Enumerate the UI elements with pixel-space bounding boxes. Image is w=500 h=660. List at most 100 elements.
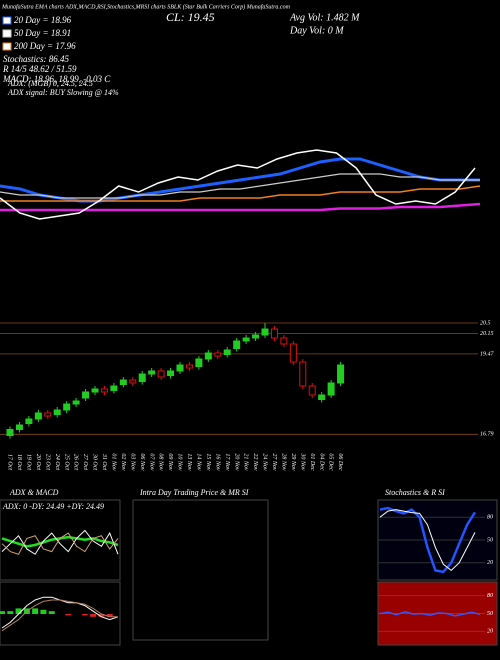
candle-body — [44, 412, 52, 417]
macd-histogram — [48, 611, 55, 614]
x-tick-label: 25 Oct — [63, 454, 69, 470]
long-average-line — [0, 202, 481, 212]
legend-label: 200 Day = 17.96 — [14, 41, 76, 51]
y-tick-label: 50 — [487, 537, 493, 543]
y-tick-label: 80 — [487, 593, 493, 599]
adx-line — [1, 532, 119, 555]
avg-vol: Avg Vol: 1.482 M — [289, 12, 360, 23]
x-tick-label: 07 Nov — [148, 453, 154, 471]
x-tick-label: 13 Nov — [186, 453, 192, 471]
x-tick-label: 31 Oct — [101, 453, 107, 470]
candle-body — [204, 352, 212, 360]
x-tick-label: 23 Oct — [44, 454, 50, 470]
x-tick-label: 04 Dec — [318, 453, 325, 470]
candle-body — [100, 388, 108, 393]
candle-body — [157, 370, 165, 378]
candle-body — [34, 412, 42, 420]
macd-info: MACD: 18.96, 18.99, -0.03 C — [2, 74, 111, 84]
close-info: CL: 19.45 — [166, 10, 215, 24]
candle-body — [327, 382, 335, 396]
panel-title: Intra Day Trading Price & MR SI — [139, 488, 249, 497]
candle-body — [223, 349, 231, 355]
candle-body — [82, 391, 90, 399]
candle-body — [185, 364, 193, 369]
legend-swatch — [2, 42, 12, 51]
candle-body — [63, 403, 71, 411]
candle-body — [252, 334, 260, 339]
x-tick-label: 17 Oct — [7, 454, 13, 470]
candle-body — [299, 361, 307, 387]
x-tick-label: 17 Nov — [224, 453, 230, 471]
y-tick-label: 16.79 — [480, 432, 494, 438]
x-tick-label: 20 Nov — [233, 453, 239, 471]
y-tick-label: 20.15 — [480, 331, 494, 337]
x-tick-label: 14 Nov — [196, 453, 203, 471]
x-tick-label: 22 Nov — [252, 453, 258, 471]
x-tick-label: 27 Nov — [271, 453, 277, 471]
x-tick-label: 27 Oct — [82, 454, 88, 470]
stochastics-line — [379, 506, 477, 574]
x-tick-label: 30 Oct — [92, 453, 98, 470]
adx-subtitle: ADX: 0 -DY: 24.49 +DY: 24.49 — [2, 502, 104, 511]
x-tick-label: 08 Nov — [158, 453, 164, 471]
x-tick-label: 18 Oct — [16, 454, 22, 470]
stochastics-info: Stochastics: 86.45 — [3, 54, 69, 64]
macd-histogram — [7, 611, 14, 614]
y-tick-label: 80 — [487, 515, 493, 521]
candle-body — [308, 385, 316, 396]
candle-body — [15, 424, 23, 430]
header: MunafaSutra EMA charts ADX,MACD,RSI,Stoc… — [1, 3, 291, 10]
candle-body — [176, 364, 184, 372]
panel-title: Stochastics & R SI — [385, 488, 445, 497]
y-tick-label: 20 — [487, 560, 493, 566]
macd-histogram — [15, 608, 22, 614]
candle-body — [6, 429, 14, 436]
x-tick-label: 21 Nov — [243, 453, 249, 471]
candle-body — [148, 370, 156, 375]
adx-line — [1, 529, 119, 555]
legend-swatch — [2, 16, 12, 25]
x-tick-label: 29 Nov — [290, 453, 296, 471]
y-tick-label: 20 — [487, 629, 493, 635]
x-tick-label: 06 Dec — [337, 453, 343, 470]
rsi-line — [379, 610, 481, 617]
candle-body — [270, 328, 278, 339]
x-tick-label: 19 Oct — [26, 454, 32, 470]
candle-body — [91, 388, 99, 393]
candle-body — [233, 340, 241, 349]
ema-line — [0, 185, 481, 202]
x-tick-label: 26 Oct — [73, 454, 79, 470]
macd-histogram — [32, 608, 39, 614]
macd-histogram — [81, 614, 88, 616]
candle-body — [25, 418, 33, 424]
x-tick-label: 03 Nov — [129, 453, 135, 471]
candle-body — [129, 379, 137, 384]
y-tick-label: 19.47 — [480, 350, 495, 357]
adx-info: ADX: (MGB) 0, 24.5, 24.5 — [7, 79, 93, 88]
y-tick-label: 50 — [487, 611, 493, 617]
candle-body — [138, 373, 146, 382]
x-tick-label: 24 Nov — [262, 453, 269, 471]
candle-body — [72, 400, 80, 405]
x-tick-label: 15 Nov — [205, 453, 211, 471]
intraday-panel — [132, 499, 269, 641]
adx-signal: ADX signal: BUY Slowing @ 14% — [7, 88, 119, 97]
candle-body — [53, 409, 61, 415]
candle-body — [261, 328, 269, 336]
macd-signal-line — [1, 599, 118, 632]
candle-body — [195, 358, 203, 367]
stochastics-line — [379, 509, 476, 572]
candle-body — [318, 394, 326, 400]
candle-body — [242, 337, 250, 342]
candle-body — [167, 370, 175, 376]
price-line — [0, 149, 476, 220]
macd-histogram — [90, 614, 97, 617]
rsi-info: R 14/5 48.62 / 51.59 — [2, 64, 77, 74]
x-tick-label: 16 Nov — [214, 453, 220, 471]
macd-histogram — [106, 614, 113, 617]
candle-body — [280, 337, 288, 345]
x-tick-label: 10 Nov — [177, 453, 183, 471]
panel-title: ADX & MACD — [9, 488, 59, 497]
candle-body — [337, 364, 345, 384]
x-tick-label: 09 Nov — [167, 453, 173, 471]
